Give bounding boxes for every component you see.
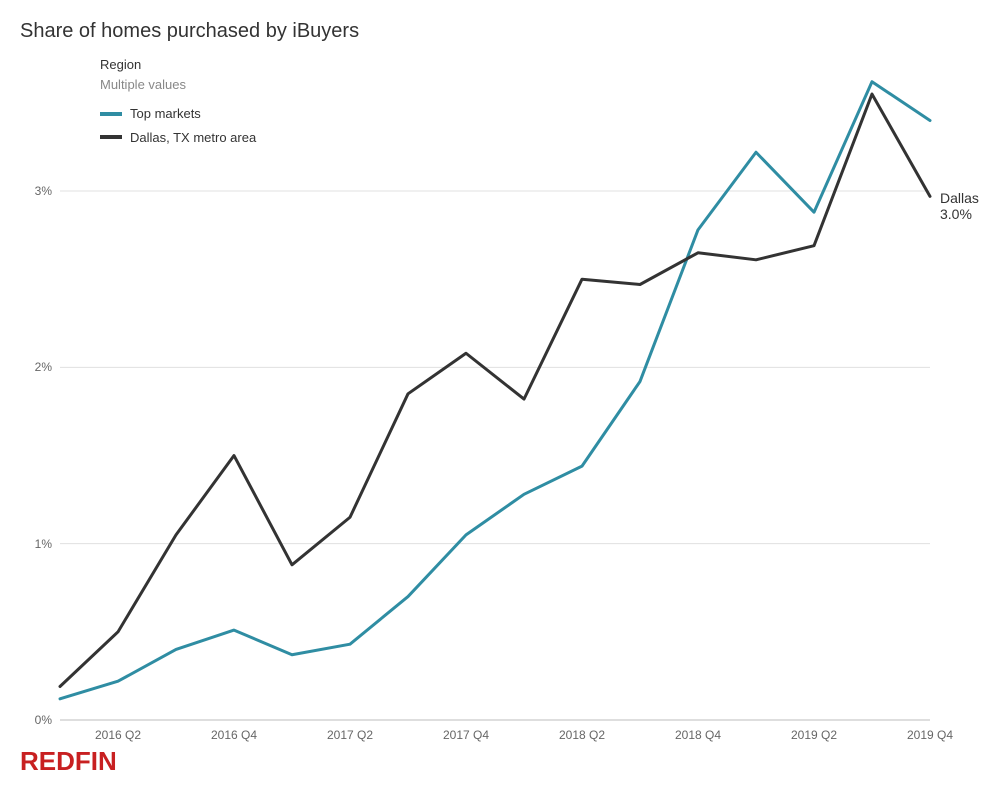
x-axis-tick-label: 2016 Q2 [95,728,141,742]
redfin-logo: REDFIN [20,746,150,781]
x-axis-tick-label: 2019 Q2 [791,728,837,742]
series-line [60,82,930,699]
x-axis-tick-label: 2017 Q2 [327,728,373,742]
annotation-value: 3.0% [940,206,979,222]
line-chart-svg [60,50,930,720]
annotation-label: Dallas [940,190,979,206]
chart-title: Share of homes purchased by iBuyers [20,20,359,43]
plot-area [60,50,930,720]
y-axis-tick-label: 0% [22,713,52,727]
x-axis-tick-label: 2018 Q4 [675,728,721,742]
logo-text: REDFIN [20,746,117,776]
y-axis-tick-label: 2% [22,360,52,374]
y-axis-tick-label: 3% [22,184,52,198]
chart-container: Share of homes purchased by iBuyers Regi… [0,0,999,799]
x-axis-tick-label: 2016 Q4 [211,728,257,742]
x-axis-tick-label: 2017 Q4 [443,728,489,742]
x-axis-tick-label: 2019 Q4 [907,728,953,742]
y-axis-tick-label: 1% [22,537,52,551]
series-line [60,94,930,686]
x-axis-tick-label: 2018 Q2 [559,728,605,742]
end-annotation: Dallas3.0% [940,190,979,222]
